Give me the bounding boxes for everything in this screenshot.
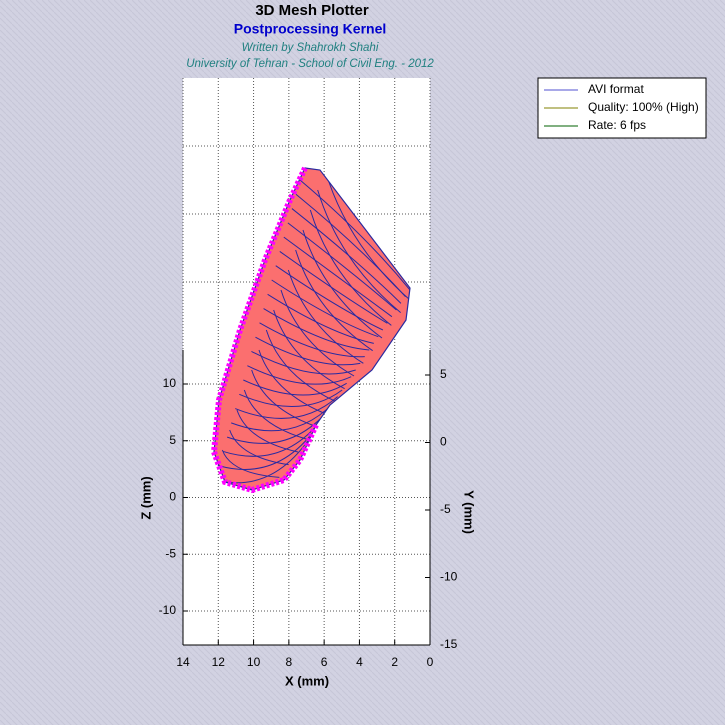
legend-entry: Rate: 6 fps: [588, 118, 646, 132]
mesh-line: [229, 429, 289, 466]
mesh-line: [287, 222, 397, 311]
mesh-line: [291, 208, 402, 304]
x-axis-label: X (mm): [285, 673, 329, 688]
y-tick-label: 5: [440, 367, 447, 381]
mesh-line: [231, 402, 334, 432]
mesh-line: [273, 309, 345, 390]
mesh-line: [251, 350, 356, 375]
y-tick-label: 0: [440, 435, 447, 449]
mesh-line: [226, 409, 329, 444]
mesh-line: [295, 249, 373, 352]
x-tick-label: 6: [321, 655, 328, 669]
mesh-line: [280, 289, 355, 377]
z-tick-label: -10: [159, 603, 177, 617]
subtitle: Postprocessing Kernel: [234, 21, 387, 37]
mesh-line: [287, 269, 364, 364]
mesh-line: [309, 209, 392, 326]
z-tick-label: -5: [165, 546, 176, 560]
mesh-line: [251, 369, 317, 428]
mesh-line: [263, 308, 370, 351]
mesh-line: [255, 336, 361, 366]
mesh-line: [299, 179, 410, 291]
mesh-line: [239, 389, 343, 408]
legend: AVI format Quality: 100% (High) Rate: 6 …: [537, 77, 707, 139]
z-tick-label: 5: [169, 433, 176, 447]
mesh-line: [265, 329, 336, 402]
mesh-line: [302, 229, 383, 339]
mesh-surface: [210, 166, 411, 494]
mesh-line: [243, 379, 347, 396]
z-tick-label: 0: [169, 490, 176, 504]
title: 3D Mesh Plotter: [255, 2, 369, 19]
y-tick-label: -5: [440, 502, 451, 516]
mesh-line: [324, 169, 410, 301]
x-tick-label: 2: [391, 655, 398, 669]
y-axis-label: Y (mm): [462, 490, 477, 534]
mesh-line: [235, 396, 338, 419]
mesh-line: [258, 349, 327, 415]
y-tick-label: -15: [440, 637, 458, 651]
mesh-line: [259, 322, 365, 358]
mesh-line: [317, 189, 401, 314]
legend-entry: Quality: 100% (High): [588, 100, 699, 114]
mesh-line: [279, 251, 388, 324]
mesh-line: [247, 365, 352, 385]
x-tick-label: 14: [176, 655, 190, 669]
y-tick-label: -10: [440, 570, 458, 584]
x-tick-label: 10: [247, 655, 261, 669]
legend-entry: AVI format: [588, 82, 644, 96]
mesh-line: [267, 293, 374, 344]
mesh-line: [243, 389, 308, 440]
z-axis-label: Z (mm): [138, 476, 153, 519]
mesh-line: [221, 449, 280, 478]
z-tick-label: 10: [163, 376, 177, 390]
mesh-line: [236, 409, 299, 453]
x-tick-label: 12: [212, 655, 226, 669]
x-tick-label: 8: [286, 655, 293, 669]
x-tick-label: 0: [427, 655, 434, 669]
author: Written by Shahrokh Shahi: [242, 42, 379, 54]
mesh-line: [283, 236, 393, 318]
mesh-line: [271, 279, 379, 338]
affiliation: University of Tehran - School of Civil E…: [186, 58, 434, 70]
x-tick-label: 4: [356, 655, 363, 669]
